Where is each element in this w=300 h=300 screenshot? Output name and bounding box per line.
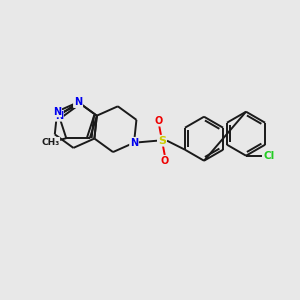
Text: N: N [74,97,82,107]
Text: CH₃: CH₃ [41,138,59,147]
Text: O: O [155,116,163,126]
Text: N: N [55,111,63,121]
Text: S: S [158,136,166,146]
Text: Cl: Cl [263,151,275,161]
Text: O: O [161,156,169,166]
Text: N: N [130,138,138,148]
Text: N: N [53,106,61,116]
Text: N: N [74,97,82,107]
